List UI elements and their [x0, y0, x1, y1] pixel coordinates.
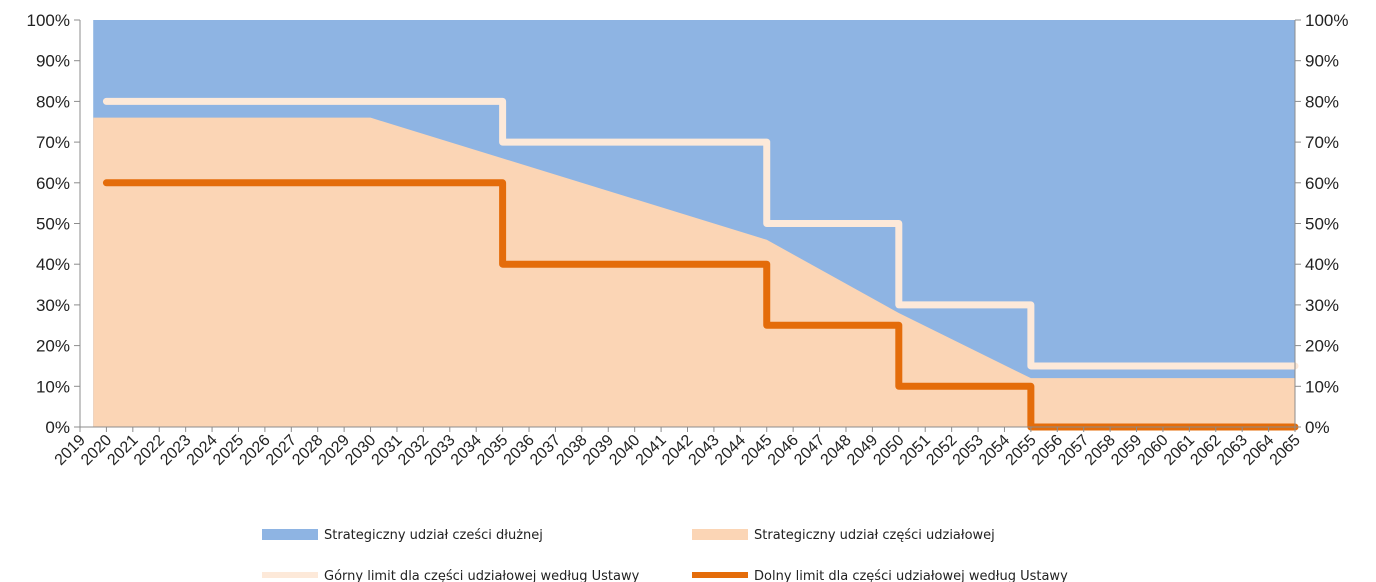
y-tick-label-left: 90% — [36, 52, 70, 71]
legend-debt-share-label: Strategiczny udział cześci dłużnej — [324, 528, 543, 543]
y-tick-label-right: 100% — [1305, 11, 1348, 30]
y-tick-label-right: 0% — [1305, 418, 1330, 437]
legend-debt-share-swatch — [262, 529, 318, 540]
y-tick-label-left: 50% — [36, 215, 70, 234]
y-tick-label-left: 20% — [36, 337, 70, 356]
y-tick-label-left: 80% — [36, 92, 70, 111]
y-tick-label-right: 80% — [1305, 92, 1339, 111]
y-tick-label-left: 60% — [36, 174, 70, 193]
legend-equity-share-label: Strategiczny udział części udziałowej — [754, 528, 995, 543]
limit-lines — [102, 97, 1299, 431]
y-tick-label-left: 40% — [36, 255, 70, 274]
y-tick-label-right: 70% — [1305, 133, 1339, 152]
x-tick-label: 2065 — [1267, 432, 1304, 469]
y-tick-label-left: 70% — [36, 133, 70, 152]
y-tick-label-right: 60% — [1305, 174, 1339, 193]
y-tick-label-right: 40% — [1305, 255, 1339, 274]
y-tick-label-right: 30% — [1305, 296, 1339, 315]
y-tick-label-right: 20% — [1305, 337, 1339, 356]
series-equity-share-area — [93, 117, 1295, 428]
y-tick-label-left: 10% — [36, 377, 70, 396]
y-tick-label-right: 90% — [1305, 52, 1339, 71]
legend: Strategiczny udział cześci dłużnej Strate… — [262, 528, 1068, 582]
legend-upper-limit-label: Górny limit dla części udziałowej według… — [324, 569, 640, 582]
y-tick-label-left: 0% — [45, 418, 70, 437]
plot-area — [93, 20, 1295, 428]
series-upper-limit-line — [102, 97, 1299, 370]
y-tick-label-right: 50% — [1305, 215, 1339, 234]
y-tick-label-left: 100% — [27, 11, 70, 30]
series-lower-limit-line — [102, 179, 1299, 431]
y-tick-label-left: 30% — [36, 296, 70, 315]
y-tick-label-right: 10% — [1305, 377, 1339, 396]
legend-equity-share-swatch — [692, 529, 748, 540]
legend-lower-limit-label: Dolny limit dla części udziałowej według… — [754, 569, 1068, 582]
